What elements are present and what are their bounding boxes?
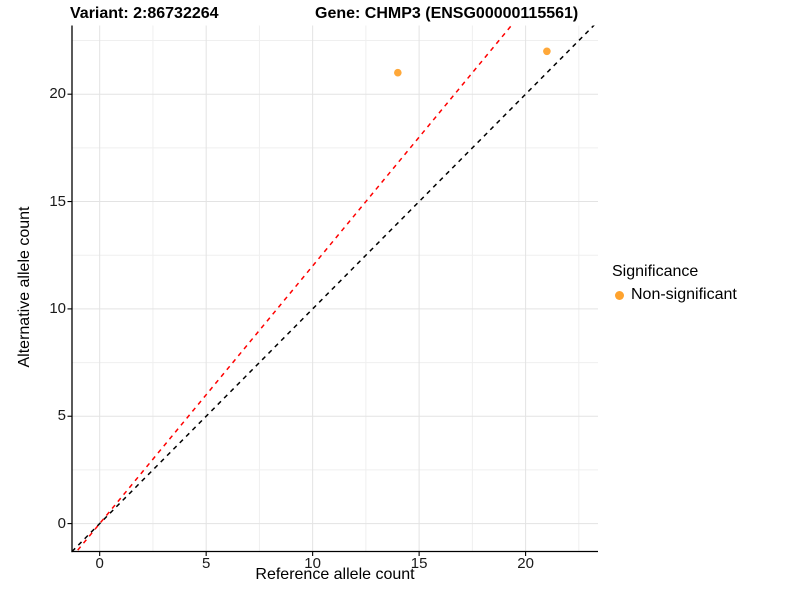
x-tick-label: 20 (517, 555, 534, 572)
legend-item-label: Non-significant (631, 286, 737, 303)
identity-line (72, 25, 595, 552)
legend-item: Non-significant (612, 285, 737, 305)
x-axis-ticks: 0 5 10 15 20 (66, 555, 603, 577)
y-tick-label: 20 (49, 85, 66, 103)
data-point (543, 47, 551, 56)
y-tick-label: 0 (57, 514, 66, 532)
x-axis-label: Reference allele count (255, 566, 415, 583)
x-tick-label: 10 (304, 555, 321, 572)
panel-content (72, 25, 598, 552)
y-tick-label: 15 (49, 192, 66, 210)
plot-panel (67, 25, 598, 556)
y-tick-label: 10 (49, 299, 66, 317)
x-tick-label: 0 (95, 555, 104, 572)
y-axis-ticks: 0 5 10 15 20 (6, 25, 66, 555)
legend-title: Significance (612, 263, 699, 280)
variant-title: Variant: 2:86732264 (70, 5, 219, 22)
x-tick-label: 5 (201, 555, 211, 572)
legend-point-icon (615, 290, 624, 300)
gene-title: Gene: CHMP3 (ENSG00000115561) (315, 5, 579, 22)
allelic-ratio-fit-line (75, 25, 513, 552)
y-tick-label: 5 (57, 407, 66, 425)
legend: Significance Non-significant (612, 262, 737, 305)
x-tick-label: 15 (410, 555, 428, 572)
data-point (394, 68, 402, 77)
